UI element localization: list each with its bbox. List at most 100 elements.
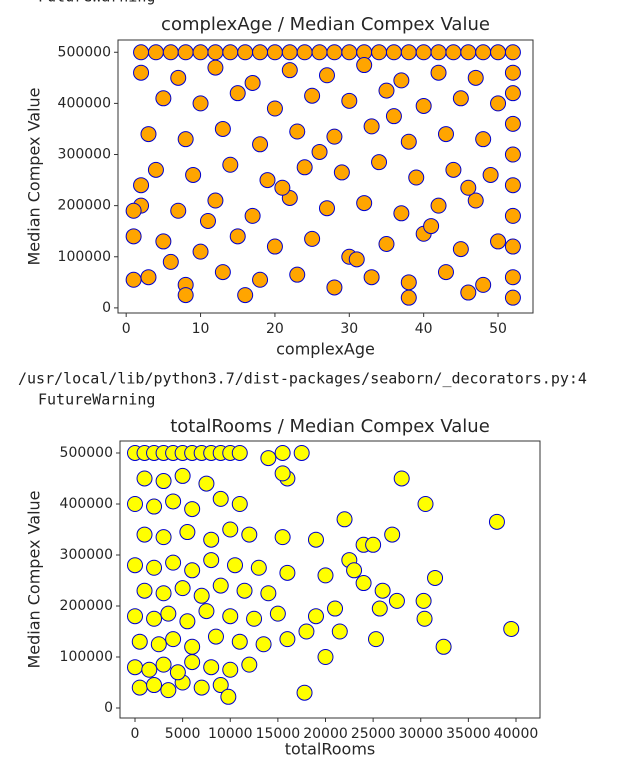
point (140, 126, 157, 143)
point (488, 513, 505, 530)
point (348, 251, 365, 268)
y-axis-label: Median Compex Value (25, 490, 44, 668)
point (289, 266, 306, 283)
point (147, 44, 164, 61)
point (296, 44, 313, 61)
point (460, 179, 477, 196)
point (296, 684, 313, 701)
point (393, 470, 410, 487)
point (504, 177, 521, 194)
y-tick-label: 0 (102, 300, 111, 316)
point (255, 636, 272, 653)
point (298, 623, 315, 640)
point (318, 67, 335, 84)
y-tick-label: 200000 (58, 198, 111, 214)
point (222, 661, 239, 678)
chart: complexAge / Median Compex Value complexA… (25, 14, 534, 359)
point (244, 74, 261, 91)
point (260, 585, 277, 602)
point (229, 228, 246, 245)
x-tick-label: 10000 (208, 726, 253, 742)
point (207, 44, 224, 61)
y-tick-label: 100000 (60, 649, 113, 665)
y-tick-label: 300000 (60, 547, 113, 563)
point (207, 192, 224, 209)
point (136, 526, 153, 543)
point (266, 44, 283, 61)
point (252, 136, 269, 153)
point (212, 577, 229, 594)
point (184, 654, 201, 671)
x-tick-label: 30 (340, 321, 358, 337)
point (384, 526, 401, 543)
point (244, 207, 261, 224)
point (184, 562, 201, 579)
point (281, 62, 298, 79)
x-tick-label: 0 (131, 726, 140, 742)
point (333, 164, 350, 181)
point (490, 95, 507, 112)
point (378, 82, 395, 99)
point (274, 444, 291, 461)
x-tick-label: 30000 (398, 726, 443, 742)
point (231, 633, 248, 650)
point (356, 57, 373, 74)
point (222, 44, 239, 61)
point (341, 92, 358, 109)
point (131, 633, 148, 650)
point (199, 212, 216, 229)
point (311, 44, 328, 61)
point (133, 177, 150, 194)
point (317, 648, 334, 665)
point (266, 100, 283, 117)
point (252, 271, 269, 288)
point (490, 233, 507, 250)
point (162, 44, 179, 61)
point (146, 498, 163, 515)
point (274, 529, 291, 546)
y-tick-label: 0 (104, 700, 113, 716)
point (165, 554, 182, 571)
x-tick-label: 50 (489, 321, 507, 337)
point (327, 600, 344, 617)
point (136, 470, 153, 487)
y-tick-label: 100000 (58, 249, 111, 265)
point (252, 44, 269, 61)
point (179, 524, 196, 541)
point (437, 126, 454, 143)
point (125, 228, 142, 245)
point (331, 623, 348, 640)
axes-frame (119, 440, 541, 719)
point (260, 450, 277, 467)
point (400, 133, 417, 150)
point (222, 608, 239, 625)
point (371, 44, 388, 61)
point (445, 44, 462, 61)
point (385, 44, 402, 61)
point (250, 559, 267, 576)
point (125, 271, 142, 288)
point (133, 64, 150, 81)
chart-title: totalRooms / Median Compex Value (170, 416, 490, 437)
point (279, 631, 296, 648)
point (246, 610, 263, 627)
point (222, 156, 239, 173)
x-tick-label: 0 (122, 321, 131, 337)
point (415, 97, 432, 114)
point (220, 688, 237, 705)
point (388, 592, 405, 609)
point (231, 444, 248, 461)
point (417, 495, 434, 512)
point (504, 115, 521, 132)
point (185, 166, 202, 183)
point (127, 557, 144, 574)
point (198, 475, 215, 492)
console-path: /usr/local/lib/python3.7/dist-packages/s… (18, 370, 587, 388)
point (170, 69, 187, 86)
y-tick-label: 500000 (58, 44, 111, 60)
y-tick-label: 200000 (60, 598, 113, 614)
point (207, 628, 224, 645)
point (214, 120, 231, 137)
point (127, 608, 144, 625)
